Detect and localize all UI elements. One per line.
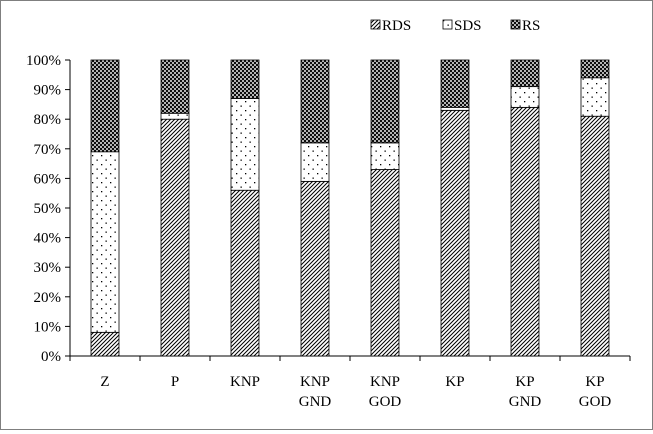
x-tick-label: KP [515, 374, 534, 390]
y-tick-label: 0% [41, 349, 61, 365]
bar-segment-rds [580, 115, 610, 357]
y-tick-label: 100% [26, 53, 61, 69]
x-tick-label: GND [299, 394, 332, 410]
bar-segment-rds [370, 169, 400, 357]
x-tick-label: KP [445, 374, 464, 390]
legend-label-rds: RDS [382, 18, 411, 34]
y-tick-label: 10% [34, 319, 62, 335]
bar-segment-sds [370, 142, 400, 170]
legend: RDS SDS RS [370, 18, 540, 34]
bar-segment-rs [510, 59, 540, 88]
bar-segment-rs [440, 59, 470, 108]
y-tick-label: 60% [34, 171, 62, 187]
legend-swatch-rds [370, 19, 381, 30]
y-tick-label: 50% [34, 201, 62, 217]
y-tick-label: 90% [34, 83, 62, 99]
bar-segment-rs [300, 59, 330, 144]
legend-label-sds: SDS [454, 18, 482, 34]
bars [90, 59, 610, 357]
bar-segment-rs [160, 59, 190, 114]
x-tick-label: GND [509, 394, 542, 410]
y-tick-label: 70% [34, 142, 62, 158]
x-tick-label: Z [100, 374, 109, 390]
bar-segment-rds [90, 331, 120, 357]
bar-segment-sds [440, 106, 470, 111]
y-tick-label: 80% [34, 112, 62, 128]
y-tick-label: 40% [34, 231, 62, 247]
x-tick-label: KP [585, 374, 604, 390]
bar-segment-sds [510, 86, 540, 108]
bar-segment-sds [580, 77, 610, 117]
legend-swatch-rs [510, 19, 521, 30]
bar-segment-rs [90, 59, 120, 153]
x-tick-label: P [171, 374, 179, 390]
bar-segment-sds [230, 98, 260, 191]
bar-segment-rds [440, 109, 470, 357]
bar-segment-rds [230, 189, 260, 357]
y-tick-label: 30% [34, 260, 62, 276]
bar-segment-sds [90, 151, 120, 333]
bar-segment-rs [580, 59, 610, 79]
bar-segment-sds [160, 112, 190, 120]
bar-segment-rds [510, 106, 540, 357]
x-tick-label: KNP [300, 374, 330, 390]
legend-swatch-sds [442, 19, 453, 30]
x-tick-label: KNP [230, 374, 260, 390]
bar-segment-rs [230, 59, 260, 99]
bar-segment-sds [300, 142, 330, 182]
bar-segment-rds [300, 180, 330, 357]
legend-label-rs: RS [522, 18, 540, 34]
x-tick-label: GOD [579, 394, 612, 410]
x-tick-label: GOD [369, 394, 402, 410]
bar-segment-rs [370, 59, 400, 144]
y-tick-label: 20% [34, 290, 62, 306]
x-tick-label: KNP [370, 374, 400, 390]
bar-segment-rds [160, 118, 190, 357]
